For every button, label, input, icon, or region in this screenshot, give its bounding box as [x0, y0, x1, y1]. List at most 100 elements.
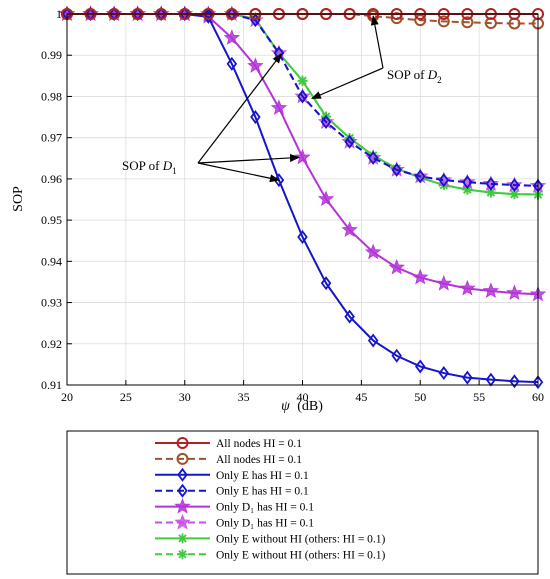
- data-point: [297, 75, 308, 86]
- legend-marker: [177, 549, 188, 560]
- data-point: [412, 268, 429, 285]
- data-point: [344, 134, 355, 149]
- annotations: SOP of D2 SOP of D1: [122, 15, 442, 183]
- annotation-label: SOP of D1: [122, 158, 177, 176]
- legend-marker: [177, 533, 188, 544]
- annotation-D2: SOP of D2: [311, 15, 442, 100]
- legend-entry: Only E without HI (others: HI = 0.1): [155, 533, 386, 545]
- data-point: [462, 370, 473, 385]
- data-point: [320, 115, 332, 130]
- data-point: [414, 14, 427, 27]
- data-point: [203, 9, 214, 24]
- legend-label: Only D₁ has HI = 0.1: [216, 502, 314, 514]
- data-point: [226, 56, 238, 71]
- ticks: 20 25 30 35 40 45 50 55 60 0.91 0.92 0.93 0.94 0.95 0.…: [41, 7, 544, 404]
- annotation-arrow: [370, 15, 384, 69]
- legend-entry: All nodes HI = 0.1: [155, 437, 302, 450]
- y-tick-label: 0.98: [41, 89, 62, 103]
- annotation-arrow: [197, 53, 282, 164]
- legend-entry: Only E has HI = 0.1: [155, 483, 309, 498]
- data-point: [509, 374, 520, 389]
- y-tick-label: 0.93: [41, 296, 62, 310]
- x-tick-label: 55: [473, 390, 485, 404]
- data-point: [317, 190, 335, 207]
- legend-marker: [174, 513, 191, 530]
- y-tick-label: 0.97: [41, 131, 62, 145]
- data-point: [341, 221, 358, 237]
- y-tick-label: 0.91: [41, 378, 62, 392]
- data-point: [438, 366, 450, 381]
- x-tick-label: 60: [532, 390, 544, 404]
- data-point: [415, 169, 426, 184]
- legend-marker: [177, 467, 188, 482]
- data-point: [223, 29, 241, 45]
- legend-marker: [176, 452, 189, 465]
- legend-marker: [174, 497, 191, 514]
- data-point: [388, 258, 405, 275]
- x-axis-unit: (dB): [297, 399, 323, 414]
- legend-entry: Only D₁ has HI = 0.1: [155, 497, 314, 514]
- legend-label: All nodes HI = 0.1: [216, 438, 302, 450]
- annotation-D1: SOP of D1: [122, 53, 300, 183]
- data-point: [506, 284, 523, 301]
- legend-entry: All nodes HI = 0.1: [155, 452, 302, 466]
- legend-marker: [177, 483, 188, 498]
- data-point: [367, 333, 379, 348]
- data-point: [532, 375, 544, 390]
- data-point: [270, 99, 288, 115]
- annotation-arrow: [197, 162, 280, 183]
- data-point: [247, 57, 264, 73]
- legend-entry: Only E has HI = 0.1: [155, 467, 309, 482]
- data-point: [509, 178, 520, 193]
- data-point: [415, 359, 426, 374]
- x-tick-label: 20: [61, 390, 73, 404]
- x-axis-label: ψ (dB): [281, 399, 323, 414]
- data-point: [391, 348, 402, 363]
- data-point: [459, 279, 476, 296]
- data-point: [437, 15, 450, 28]
- legend-label: Only E without HI (others: HI = 0.1): [216, 533, 386, 545]
- data-point: [461, 16, 474, 29]
- legend-entry: Only E without HI (others: HI = 0.1): [155, 549, 386, 561]
- data-point: [320, 276, 332, 291]
- data-point: [364, 149, 382, 165]
- annotation-arrow: [311, 67, 384, 100]
- x-tick-label: 50: [414, 390, 426, 404]
- y-tick-label: 0.92: [41, 337, 62, 351]
- x-tick-label: 30: [179, 390, 191, 404]
- data-point: [364, 243, 382, 260]
- data-point: [391, 162, 402, 177]
- legend-label: Only E without HI (others: HI = 0.1): [216, 549, 386, 561]
- data-point: [297, 89, 308, 104]
- x-tick-label: 25: [120, 390, 132, 404]
- x-tick-label: 35: [238, 390, 250, 404]
- legend-marker: [176, 437, 189, 449]
- annotation-label: SOP of D2: [387, 67, 442, 85]
- x-tick-label: 45: [355, 390, 367, 404]
- data-point: [250, 110, 261, 125]
- legend-label: All nodes HI = 0.1: [216, 454, 302, 466]
- data-point: [367, 150, 379, 165]
- y-tick-label: 0.95: [41, 213, 62, 227]
- legend-label: Only D₁ has HI = 0.1: [216, 518, 314, 530]
- legend-label: Only E has HI = 0.1: [216, 486, 309, 498]
- y-axis-label: SOP: [11, 186, 26, 212]
- annotation-arrow: [197, 153, 300, 164]
- data-point: [485, 176, 497, 191]
- data-point: [438, 173, 450, 188]
- data-point: [482, 282, 500, 298]
- x-tick-label: 40: [297, 390, 309, 404]
- data-point: [297, 230, 308, 245]
- legend-label: Only E has HI = 0.1: [216, 470, 309, 482]
- data-point: [459, 173, 476, 190]
- x-axis-symbol: ψ: [281, 399, 290, 414]
- data-point: [482, 175, 500, 191]
- legend-box: [66, 430, 539, 575]
- y-tick-label: 1: [56, 7, 62, 21]
- data-point: [462, 175, 473, 190]
- y-tick-label: 0.96: [41, 172, 62, 186]
- data-point: [435, 171, 452, 188]
- legend: All nodes HI = 0.1 All nodes HI = 0.1 Only…: [155, 437, 386, 561]
- data-point: [344, 309, 355, 324]
